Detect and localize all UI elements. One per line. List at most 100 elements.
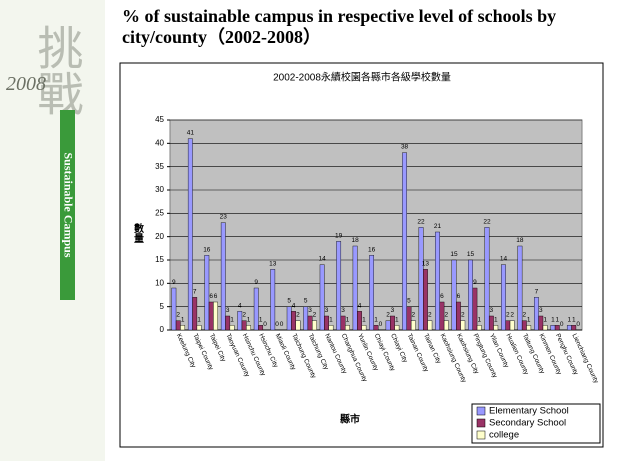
bar bbox=[180, 325, 186, 331]
data-label: 2 bbox=[506, 312, 510, 319]
data-label: 2 bbox=[386, 312, 390, 319]
bar bbox=[406, 306, 412, 331]
data-label: 1 bbox=[329, 316, 333, 323]
legend-swatch bbox=[476, 430, 486, 440]
chart-title: 2002-2008永續校園各縣市各級學校數量 bbox=[273, 71, 451, 84]
legend-label: college bbox=[489, 430, 519, 441]
data-label: 21 bbox=[434, 223, 442, 230]
bar bbox=[538, 315, 544, 331]
bar bbox=[270, 269, 276, 331]
bar bbox=[418, 227, 424, 331]
data-label: 13 bbox=[422, 260, 430, 267]
side-bar bbox=[60, 110, 75, 300]
y-tick-label: 30 bbox=[155, 185, 164, 194]
y-tick-label: 15 bbox=[155, 255, 164, 264]
data-label: 2 bbox=[176, 312, 180, 319]
bar bbox=[476, 325, 482, 331]
data-label: 0 bbox=[560, 321, 564, 328]
data-label: 19 bbox=[335, 232, 343, 239]
data-label: 0 bbox=[379, 321, 383, 328]
bar bbox=[208, 301, 214, 331]
data-label: 3 bbox=[391, 307, 395, 314]
data-label: 18 bbox=[516, 237, 524, 244]
bar bbox=[213, 301, 218, 331]
y-tick-label: 5 bbox=[160, 302, 165, 311]
bar bbox=[468, 259, 473, 331]
title-box: % of sustainable campus in respective le… bbox=[122, 6, 556, 47]
bar bbox=[488, 315, 494, 331]
data-label: 1 bbox=[494, 316, 498, 323]
bar bbox=[319, 264, 325, 331]
logo-year: 2008 bbox=[6, 73, 46, 95]
data-label: 9 bbox=[473, 279, 477, 286]
data-label: 0 bbox=[576, 321, 580, 328]
data-label: 1 bbox=[259, 316, 263, 323]
y-tick-label: 20 bbox=[155, 232, 164, 241]
bar bbox=[237, 311, 243, 331]
logo-chars: 挑戰 bbox=[31, 24, 82, 116]
data-label: 1 bbox=[527, 316, 531, 323]
bar bbox=[385, 320, 391, 331]
data-label: 15 bbox=[467, 251, 475, 258]
data-label: 1 bbox=[572, 316, 576, 323]
data-label: 1 bbox=[555, 316, 559, 323]
bar bbox=[258, 325, 264, 331]
bar bbox=[291, 311, 296, 331]
bar bbox=[517, 245, 523, 331]
data-label: 3 bbox=[226, 307, 230, 314]
bar bbox=[484, 227, 490, 331]
data-label: 18 bbox=[352, 237, 360, 244]
bar bbox=[204, 255, 210, 331]
bar bbox=[303, 306, 309, 331]
data-label: 3 bbox=[308, 307, 312, 314]
bar bbox=[521, 320, 527, 331]
data-label: 9 bbox=[172, 279, 176, 286]
data-label: 16 bbox=[368, 246, 376, 253]
data-label: 6 bbox=[457, 293, 461, 300]
y-tick-label: 45 bbox=[155, 115, 164, 124]
bar bbox=[340, 315, 346, 331]
data-label: 1 bbox=[543, 316, 547, 323]
y-tick-label: 10 bbox=[155, 278, 164, 287]
plot-area bbox=[169, 119, 583, 331]
data-label: 22 bbox=[417, 218, 425, 225]
data-label: 16 bbox=[203, 246, 211, 253]
data-label: 9 bbox=[254, 279, 258, 286]
bar bbox=[196, 325, 202, 331]
bar bbox=[554, 325, 560, 331]
data-label: 5 bbox=[287, 298, 291, 305]
data-label: 1 bbox=[551, 316, 555, 323]
bar bbox=[345, 325, 350, 331]
data-label: 41 bbox=[187, 130, 195, 137]
y-tick-label: 35 bbox=[155, 162, 164, 171]
data-label: 4 bbox=[292, 302, 296, 309]
side-text: Sustainable Campus bbox=[61, 152, 75, 257]
y-tick-label: 0 bbox=[160, 325, 165, 334]
bar bbox=[175, 320, 181, 331]
data-label: 2 bbox=[296, 312, 300, 319]
bar bbox=[328, 325, 334, 331]
bar bbox=[435, 231, 440, 331]
data-label: 2 bbox=[510, 312, 514, 319]
data-label: 0 bbox=[275, 321, 279, 328]
bar bbox=[286, 306, 292, 331]
data-label: 2 bbox=[461, 312, 465, 319]
data-label: 0 bbox=[280, 321, 284, 328]
data-label: 1 bbox=[247, 316, 251, 323]
bar bbox=[542, 325, 548, 331]
data-label: 2 bbox=[242, 312, 246, 319]
bar bbox=[324, 315, 329, 331]
bar bbox=[443, 320, 449, 331]
data-label: 5 bbox=[304, 298, 308, 305]
data-label: 15 bbox=[450, 251, 458, 258]
bar bbox=[505, 320, 511, 331]
data-label: 3 bbox=[341, 307, 345, 314]
bar bbox=[253, 287, 259, 331]
bar bbox=[361, 325, 367, 331]
bar bbox=[566, 325, 572, 331]
data-label: 1 bbox=[197, 316, 201, 323]
data-label: 1 bbox=[362, 316, 366, 323]
legend-swatch bbox=[476, 406, 486, 416]
legend-box bbox=[471, 403, 601, 444]
bar bbox=[410, 320, 416, 331]
